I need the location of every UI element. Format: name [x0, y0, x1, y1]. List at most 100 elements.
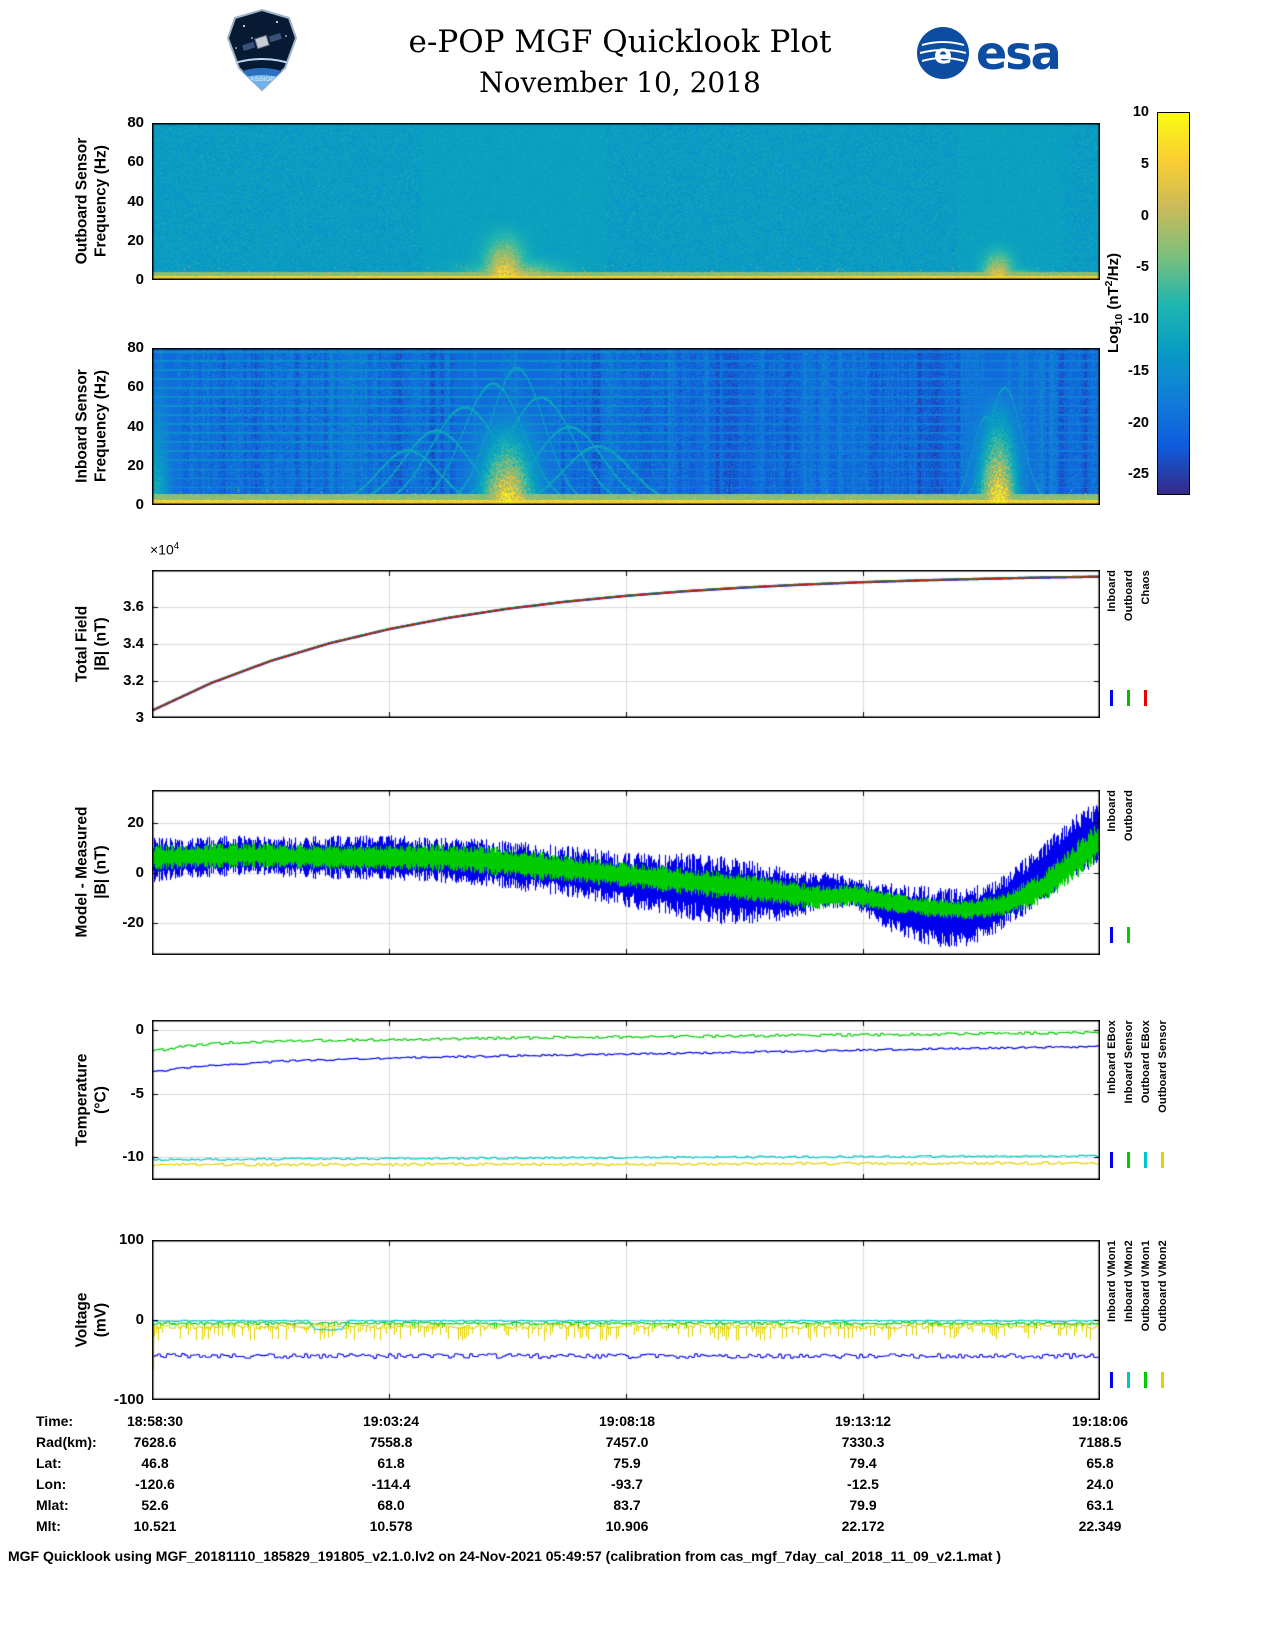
- cb-label-pre: Log: [1105, 325, 1122, 354]
- table-cell: 83.7: [613, 1497, 641, 1513]
- legend-item: Outboard Sensor: [1154, 1020, 1171, 1180]
- table-cell: 19:18:06: [1071, 1413, 1129, 1429]
- y-tick-label: 3.4: [123, 635, 144, 652]
- table-cell: 18:58:30: [126, 1413, 184, 1429]
- table-row-label: Time:: [36, 1413, 74, 1429]
- table-cell: 79.9: [849, 1497, 877, 1513]
- legend-label: Outboard: [1122, 790, 1135, 842]
- table-cell: 75.9: [613, 1455, 641, 1471]
- table-cell: 7628.6: [133, 1434, 177, 1450]
- temperature-panel: [152, 1020, 1100, 1180]
- legend-label: Inboard VMon1: [1105, 1240, 1118, 1323]
- colorbar: [1157, 112, 1190, 495]
- colorbar-gradient: [1157, 112, 1190, 495]
- colorbar-tick-label: 0: [1140, 207, 1149, 224]
- y-tick-label: 3.6: [123, 598, 144, 615]
- y-tick-label: 80: [127, 114, 144, 131]
- y-tick-label: 0: [135, 271, 144, 288]
- legend-label: Inboard: [1105, 570, 1118, 612]
- y-tick-label: -100: [113, 1391, 144, 1408]
- y-tick-label: 0: [135, 1311, 144, 1328]
- colorbar-tick-label: 10: [1132, 104, 1149, 120]
- ylabel-line: Total Field: [73, 605, 91, 683]
- outboard-spectrogram-panel: [152, 123, 1100, 280]
- legend-label: Outboard EBox: [1139, 1020, 1152, 1104]
- y-tick-label: 20: [127, 813, 144, 831]
- legend-color-dash: [1110, 1372, 1113, 1388]
- table-cell: 10.578: [369, 1518, 413, 1534]
- legend-color-dash: [1161, 1372, 1164, 1388]
- legend-temperature: Inboard EBox Inboard Sensor Outboard EBox O…: [1103, 1020, 1171, 1180]
- outboard-spectrogram-canvas: [152, 123, 1100, 280]
- total-field-panel: [152, 570, 1100, 718]
- table-cell: 7457.0: [605, 1434, 649, 1450]
- cassiope-mission-logo: CASSIOPE: [226, 8, 298, 92]
- legend-label: Outboard Sensor: [1156, 1020, 1169, 1113]
- table-cell: 22.172: [841, 1518, 885, 1534]
- legend-color-dash: [1144, 1372, 1147, 1388]
- table-cell: 10.906: [605, 1518, 649, 1534]
- legend-label: Outboard VMon2: [1156, 1240, 1169, 1332]
- scale-base: ×10: [150, 541, 174, 558]
- colorbar-tick-label: -5: [1136, 259, 1149, 276]
- table-cell: 7188.5: [1078, 1434, 1122, 1450]
- table-cell: 10.521: [133, 1518, 177, 1534]
- legend-total-field: Inboard Outboard Chaos: [1103, 570, 1154, 718]
- legend-item: Outboard VMon1: [1137, 1240, 1154, 1400]
- cb-label-sup: 2: [1103, 280, 1115, 287]
- table-cell: 46.8: [141, 1455, 169, 1471]
- y-tick-label: 0: [135, 1021, 144, 1039]
- y-tick-label: 3.2: [123, 672, 144, 689]
- y-tick-label: 3: [135, 709, 144, 726]
- y-tick-label: 100: [118, 1231, 144, 1248]
- table-cell: 52.6: [141, 1497, 169, 1513]
- y-tick-label: 0: [135, 863, 144, 881]
- legend-label: Outboard VMon1: [1139, 1240, 1152, 1332]
- table-cell: -114.4: [371, 1476, 411, 1492]
- plot-titles: e-POP MGF Quicklook Plot November 10, 20…: [0, 24, 1240, 99]
- table-row-label: Mlt:: [36, 1518, 61, 1534]
- legend-item: Inboard Sensor: [1120, 1020, 1137, 1180]
- mission-logo-text: CASSIOPE: [245, 76, 279, 83]
- legend-label: Inboard EBox: [1105, 1020, 1118, 1094]
- table-row-label: Lon:: [36, 1476, 67, 1492]
- table-cell: 19:08:18: [598, 1413, 656, 1429]
- y-tick-label: -20: [122, 913, 144, 931]
- plot-date: November 10, 2018: [479, 66, 761, 99]
- voltage-panel: [152, 1240, 1100, 1400]
- legend-label: Chaos: [1139, 570, 1152, 605]
- legend-color-dash: [1161, 1152, 1164, 1168]
- table-cell: 68.0: [377, 1497, 405, 1513]
- legend-color-dash: [1110, 1152, 1113, 1168]
- table-cell: -93.7: [611, 1476, 643, 1492]
- y-tick-label: 80: [127, 339, 144, 356]
- model-minus-measured-canvas: [152, 790, 1100, 955]
- legend-label: Inboard VMon2: [1122, 1240, 1135, 1323]
- y-tick-label: -5: [130, 1084, 144, 1102]
- table-cell: 65.8: [1086, 1455, 1114, 1471]
- inboard-spectrogram-panel: [152, 348, 1100, 505]
- y-tick-label: 40: [127, 192, 144, 210]
- scale-exponent: 4: [173, 541, 180, 552]
- legend-item: Inboard: [1103, 570, 1120, 718]
- voltage-canvas: [152, 1240, 1100, 1400]
- ylabel-line: Temperature: [73, 1053, 91, 1147]
- table-cell: -120.6: [135, 1476, 175, 1492]
- legend-item: Outboard: [1120, 570, 1137, 718]
- table-cell: 19:13:12: [834, 1413, 892, 1429]
- table-row-label: Rad(km):: [36, 1434, 97, 1450]
- legend-color-dash: [1144, 1152, 1147, 1168]
- legend-label: Inboard Sensor: [1122, 1020, 1135, 1104]
- total-field-scale-label: ×104: [150, 541, 179, 558]
- legend-color-dash: [1127, 927, 1130, 943]
- temperature-canvas: [152, 1020, 1100, 1180]
- ylabel-line: Model - Measured: [73, 806, 91, 938]
- esa-logo: e esa: [916, 26, 1062, 80]
- satellite-icon: [242, 32, 282, 52]
- y-tick-label: 60: [127, 153, 144, 171]
- legend-voltage: Inboard VMon1 Inboard VMon2 Outboard VMon1…: [1103, 1240, 1171, 1400]
- legend-label: Outboard: [1122, 570, 1135, 622]
- ylabel-line: Inboard Sensor: [73, 369, 91, 483]
- legend-item: Inboard VMon1: [1103, 1240, 1120, 1400]
- legend-color-dash: [1110, 690, 1113, 706]
